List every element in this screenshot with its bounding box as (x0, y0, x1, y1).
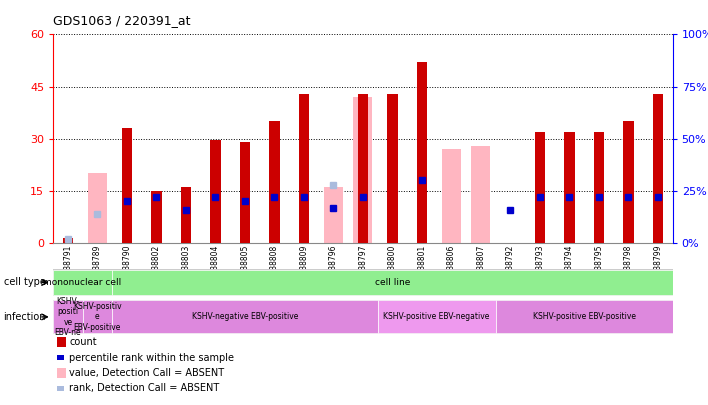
Bar (299, 94, 309, 243)
Bar (63, 238, 73, 243)
Bar (353, 97, 372, 243)
Bar (53, 270, 112, 295)
Bar (387, 94, 397, 243)
Bar (623, 122, 634, 243)
Text: KSHV-positive EBV-positive: KSHV-positive EBV-positive (532, 312, 636, 322)
Bar (653, 94, 663, 243)
Text: GDS1063 / 220391_at: GDS1063 / 220391_at (53, 14, 190, 27)
Bar (564, 132, 574, 243)
Bar (269, 122, 280, 243)
Bar (152, 191, 161, 243)
Text: KSHV-negative EBV-positive: KSHV-negative EBV-positive (192, 312, 298, 322)
Text: infection: infection (4, 312, 46, 322)
Bar (240, 142, 250, 243)
Text: cell line: cell line (375, 278, 410, 287)
Text: KSHV-positiv
e
EBV-positive: KSHV-positiv e EBV-positive (73, 302, 122, 332)
Bar (472, 146, 491, 243)
Bar (377, 301, 496, 333)
Text: count: count (69, 337, 97, 347)
Bar (417, 62, 427, 243)
Bar (535, 132, 545, 243)
Bar (496, 301, 673, 333)
Bar (122, 128, 132, 243)
Bar (53, 301, 83, 333)
Bar (442, 149, 461, 243)
Text: percentile rank within the sample: percentile rank within the sample (69, 353, 234, 362)
Text: KSHV-
positi
ve
EBV-ne: KSHV- positi ve EBV-ne (55, 297, 81, 337)
Bar (358, 94, 368, 243)
Bar (594, 132, 604, 243)
Bar (324, 188, 343, 243)
Bar (181, 188, 191, 243)
Text: cell type: cell type (4, 277, 45, 288)
Bar (83, 301, 112, 333)
Text: value, Detection Call = ABSENT: value, Detection Call = ABSENT (69, 368, 224, 378)
Text: rank, Detection Call = ABSENT: rank, Detection Call = ABSENT (69, 384, 219, 393)
Text: mononuclear cell: mononuclear cell (43, 278, 122, 287)
Bar (112, 301, 377, 333)
Bar (88, 173, 107, 243)
Bar (210, 141, 220, 243)
Text: KSHV-positive EBV-negative: KSHV-positive EBV-negative (384, 312, 490, 322)
